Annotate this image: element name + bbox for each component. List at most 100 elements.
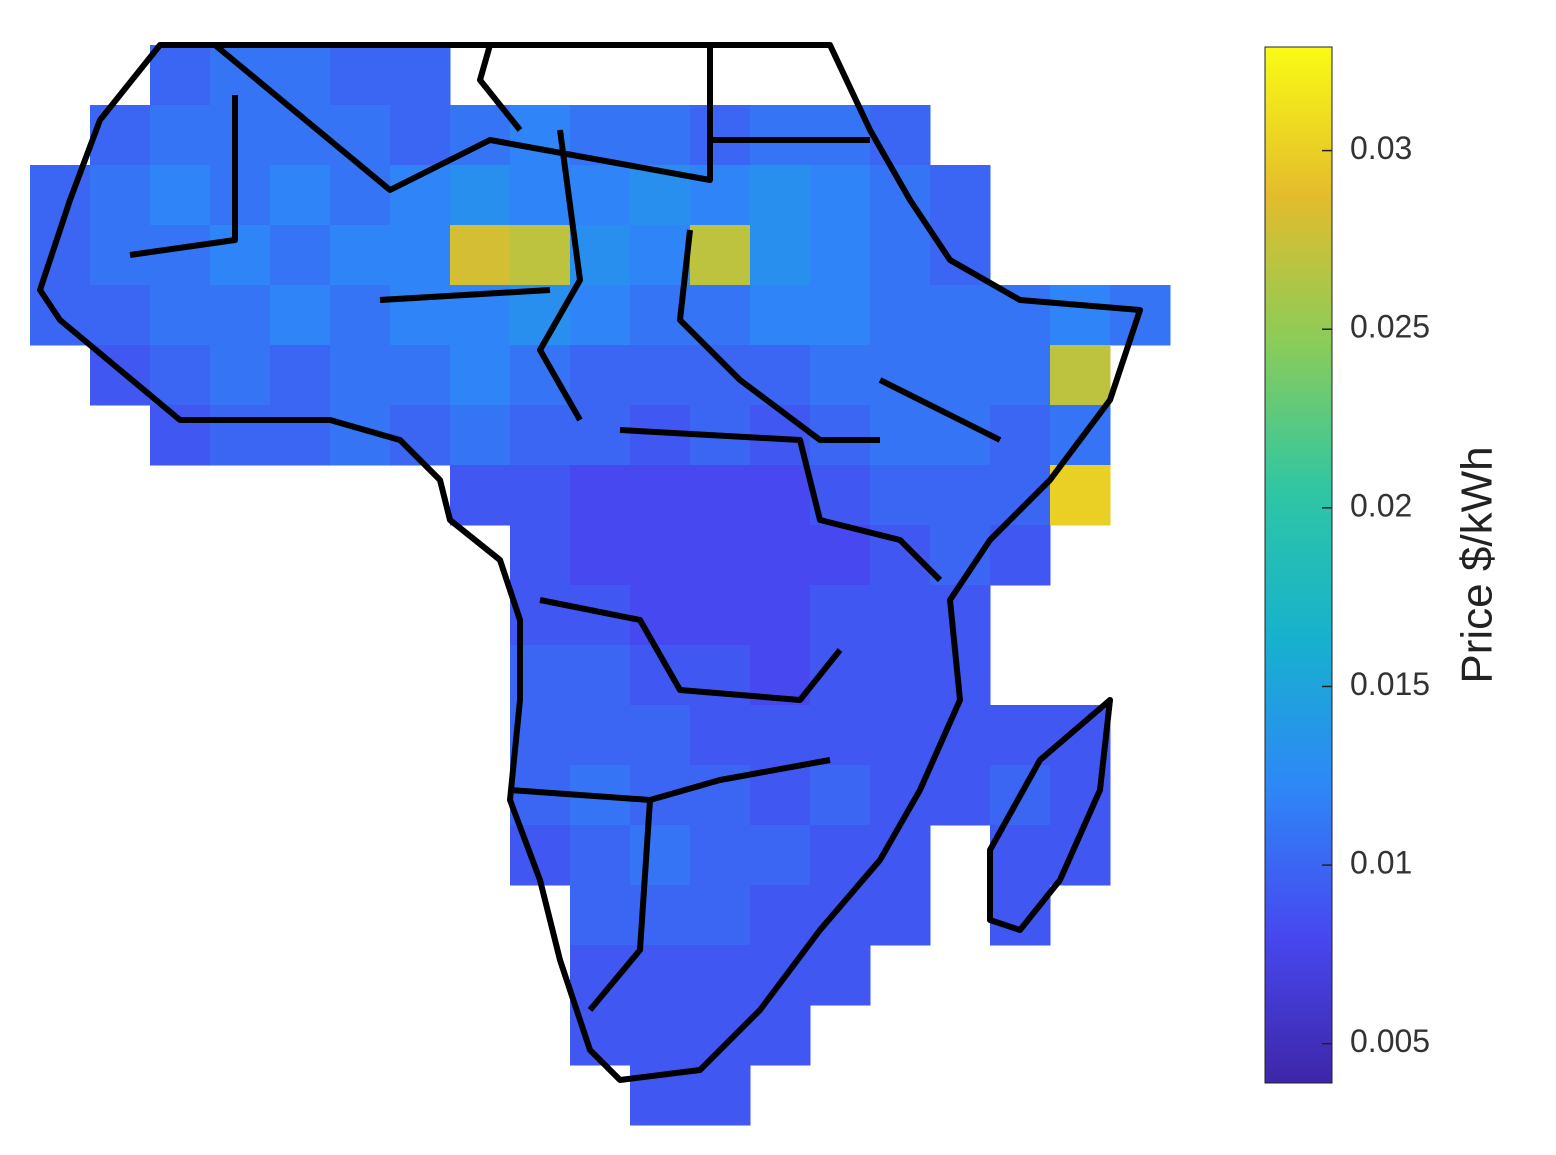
cell (570, 525, 631, 586)
cell (690, 165, 751, 226)
cell (750, 1005, 811, 1066)
cell (330, 105, 391, 166)
cell (630, 225, 691, 286)
cell (330, 345, 391, 406)
cell (210, 285, 271, 346)
cell (810, 345, 871, 406)
cell (90, 165, 151, 226)
cell (930, 285, 991, 346)
colorbar-tick-label: 0.01 (1350, 845, 1412, 881)
cell (450, 165, 511, 226)
cell (870, 885, 931, 946)
cell (150, 45, 211, 106)
country-borders (129, 42, 1002, 1012)
colorbar-label: Price $/kWh (1453, 446, 1502, 683)
cell (390, 45, 451, 106)
cell (390, 105, 451, 166)
cell (630, 105, 691, 166)
cell (690, 285, 751, 346)
cell (930, 345, 991, 406)
cell (810, 165, 871, 226)
cell (870, 405, 931, 466)
cell (210, 225, 271, 286)
cell (990, 885, 1051, 946)
cell (690, 345, 751, 406)
cell (870, 645, 931, 706)
cell (810, 585, 871, 646)
cell (150, 165, 211, 226)
cell (690, 945, 751, 1006)
cell (210, 105, 271, 166)
borders (37, 42, 1143, 1083)
cell (690, 1005, 751, 1066)
cell (930, 405, 991, 466)
colorbar-tick-label: 0.03 (1350, 130, 1412, 166)
cell (630, 705, 691, 766)
cell (1050, 285, 1111, 346)
cell (990, 525, 1051, 586)
cell (570, 645, 631, 706)
cell (150, 105, 211, 166)
cell (870, 225, 931, 286)
colorbar (1264, 46, 1333, 1084)
colorbar-tick-label: 0.025 (1350, 309, 1430, 345)
cell (150, 225, 211, 286)
cell (270, 225, 331, 286)
cell (750, 225, 811, 286)
cell (510, 165, 571, 226)
cell (330, 165, 391, 226)
cell (810, 225, 871, 286)
cell (870, 345, 931, 406)
cell (330, 45, 391, 106)
cell (450, 465, 511, 526)
cell (750, 285, 811, 346)
cell (270, 285, 331, 346)
cell (630, 945, 691, 1006)
cell (390, 225, 451, 286)
cell (570, 705, 631, 766)
cell (1050, 465, 1111, 526)
cell (810, 945, 871, 1006)
cell (210, 165, 271, 226)
cell (510, 465, 571, 526)
cell (990, 405, 1051, 466)
madagascar-coast (987, 697, 1113, 933)
cell (330, 225, 391, 286)
cell (270, 405, 331, 466)
cell (930, 465, 991, 526)
cell (750, 825, 811, 886)
cell (510, 225, 571, 286)
cell (930, 165, 991, 226)
colorbar-tick-label: 0.005 (1350, 1023, 1430, 1059)
cell (690, 1065, 751, 1126)
cell (810, 885, 871, 946)
cell (210, 45, 271, 106)
cell (150, 405, 211, 466)
cell (870, 105, 931, 166)
cell (750, 705, 811, 766)
colorbar-tick-label: 0.02 (1350, 487, 1412, 523)
cell (330, 285, 391, 346)
cell (510, 405, 571, 466)
cell (810, 705, 871, 766)
cell (570, 825, 631, 886)
cell (990, 345, 1051, 406)
cell (870, 705, 931, 766)
cell (1050, 705, 1111, 766)
cell (150, 285, 211, 346)
cell (570, 885, 631, 946)
cell (810, 285, 871, 346)
cell (690, 465, 751, 526)
cell (510, 525, 571, 586)
cell (870, 765, 931, 826)
cell (810, 765, 871, 826)
cell (930, 705, 991, 766)
cell (810, 825, 871, 886)
cell (870, 825, 931, 886)
cell (870, 285, 931, 346)
cell (690, 585, 751, 646)
cell (990, 465, 1051, 526)
cell (90, 285, 151, 346)
cell (570, 165, 631, 226)
